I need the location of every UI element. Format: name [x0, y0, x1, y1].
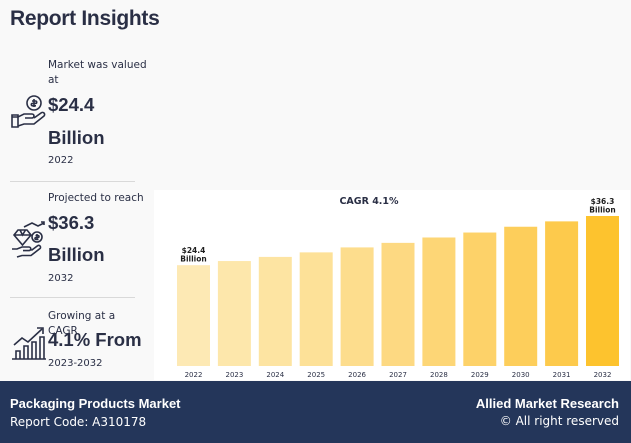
x-tick-label: 2030 [512, 371, 530, 379]
x-tick-label: 2024 [266, 371, 284, 379]
data-label: $24.4 [182, 246, 206, 255]
bar-2022 [177, 265, 210, 366]
report-code: Report Code: A310178 [10, 415, 147, 429]
stat-market-value: Market was valued at $24.4 Billion 2022 [10, 58, 148, 178]
x-tick-label: 2032 [594, 371, 612, 379]
stat-year: 2023-2032 [48, 358, 103, 369]
report-name: Packaging Products Market [10, 396, 181, 411]
bar-2031 [545, 221, 579, 366]
brand-name: Allied Market Research [475, 396, 619, 411]
data-label: Billion [180, 255, 207, 264]
stat-value-amount: $36.3 [48, 212, 95, 233]
page-title: Report Insights [10, 7, 160, 30]
diamond-growth-icon [12, 221, 45, 258]
bar-2029 [463, 232, 497, 366]
footer-bar: Packaging Products Market Report Code: A… [0, 381, 631, 443]
x-tick-label: 2026 [348, 371, 366, 379]
bar-2025 [299, 252, 333, 366]
stat-label: Projected to reach [48, 192, 144, 204]
x-tick-label: 2031 [553, 371, 571, 379]
bar-2026 [340, 247, 374, 366]
stat-projected-value: Projected to reach $36.3 Billion 2032 [10, 191, 148, 291]
data-label: Billion [589, 206, 616, 215]
x-tick-label: 2027 [389, 371, 407, 379]
stat-year: 2032 [48, 273, 74, 284]
bar-2032 [586, 216, 619, 366]
chart-panel: CAGR 4.1% 2022 2023 2024 2025 2026 2027 2028 20… [154, 190, 630, 380]
x-tick-label: 2023 [225, 371, 243, 379]
money-hand-icon [11, 95, 46, 128]
copyright-text: © All right reserved [499, 414, 619, 428]
x-tick-label: 2028 [430, 371, 448, 379]
stat-year: 2022 [48, 155, 74, 166]
bar-2024 [258, 256, 292, 366]
x-tick-label: 2029 [471, 371, 489, 379]
bar-2030 [504, 226, 538, 366]
x-tick-label: 2025 [307, 371, 325, 379]
bar-2027 [381, 242, 415, 366]
stat-label: Market was valued at [48, 59, 147, 86]
bar-chart: CAGR 4.1% 2022 2023 2024 2025 2026 2027 2028 20… [177, 196, 619, 379]
divider [10, 297, 135, 298]
divider [10, 181, 135, 182]
stat-value-unit: Billion [48, 127, 105, 148]
chart-title: CAGR 4.1% [339, 196, 399, 207]
stat-value-amount: 4.1% From [48, 329, 142, 350]
stat-value-amount: $24.4 [48, 94, 95, 115]
stat-label: Growing at a CAGR [48, 310, 116, 337]
data-label: $36.3 [591, 197, 615, 206]
growth-chart-icon [12, 327, 46, 360]
stat-cagr: Growing at a CAGR 4.1% From 2023-2032 [10, 309, 148, 379]
bar-2023 [217, 261, 251, 366]
bar-2028 [422, 237, 456, 366]
x-tick-label: 2022 [185, 371, 203, 379]
stat-value-unit: Billion [48, 244, 105, 265]
